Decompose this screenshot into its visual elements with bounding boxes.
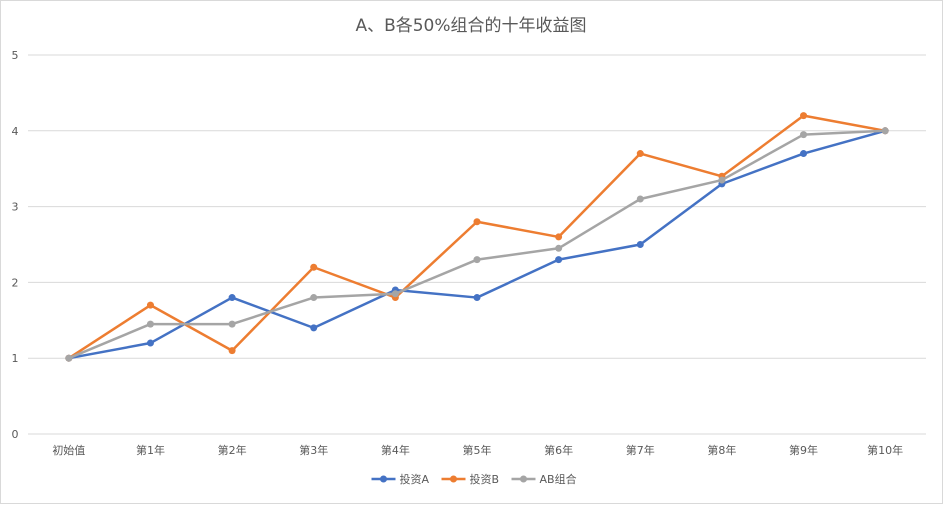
data-point (555, 244, 563, 252)
data-point (800, 112, 808, 120)
data-point (228, 294, 236, 302)
data-point (473, 256, 481, 264)
x-tick-label: 第5年 (463, 443, 492, 457)
data-point (391, 290, 399, 298)
legend-item: 投资A (371, 472, 430, 486)
data-point (310, 294, 318, 302)
data-point (146, 320, 154, 328)
legend-marker (450, 475, 457, 483)
data-point (65, 354, 73, 362)
y-axis-ticks: 0 1 2 3 4 5 (12, 49, 19, 441)
data-point (555, 233, 563, 241)
data-point (636, 241, 644, 248)
x-tick-label: 第9年 (789, 443, 818, 457)
gridlines (28, 54, 926, 435)
legend: 投资A 投资B AB组合 (371, 472, 577, 486)
series-line (68, 129, 886, 360)
legend-marker (520, 475, 527, 483)
y-tick-label: 4 (12, 125, 19, 138)
legend-marker (380, 475, 387, 483)
data-point (800, 131, 808, 139)
x-tick-label: 第1年 (136, 443, 165, 457)
x-tick-label: 第6年 (544, 443, 573, 457)
series-lines (65, 112, 889, 362)
data-point (881, 127, 889, 135)
data-point (228, 320, 236, 328)
data-point (473, 218, 481, 226)
series-3 (65, 127, 889, 362)
y-tick-label: 3 (12, 201, 19, 214)
y-tick-label: 5 (12, 49, 19, 62)
legend-label: 投资B (470, 472, 500, 486)
x-tick-label: 第3年 (299, 443, 328, 457)
data-point (473, 294, 481, 302)
y-tick-label: 0 (12, 428, 19, 441)
x-tick-label: 第4年 (381, 443, 410, 457)
x-tick-label: 第7年 (626, 443, 655, 457)
series-line (68, 114, 886, 360)
data-point (636, 195, 644, 203)
legend-label: 投资A (400, 472, 430, 486)
data-point (146, 301, 154, 309)
data-point (310, 324, 318, 332)
x-tick-label: 第10年 (867, 443, 903, 457)
chart-title: A、B各50%组合的十年收益图 (355, 16, 586, 36)
x-axis-ticks: 初始值 第1年 第2年 第3年 第4年 第5年 第6年 第7年 第8年 第9年 第10年 (52, 443, 903, 457)
y-tick-label: 1 (12, 352, 19, 365)
data-point (228, 347, 236, 355)
data-point (146, 339, 154, 347)
x-tick-label: 初始值 (52, 443, 85, 457)
y-tick-label: 2 (12, 276, 19, 289)
data-point (310, 263, 318, 271)
legend-item: AB组合 (511, 472, 577, 486)
data-point (718, 176, 726, 184)
data-point (800, 150, 808, 158)
x-tick-label: 第8年 (707, 443, 736, 457)
legend-label: AB组合 (540, 472, 577, 486)
data-point (555, 256, 563, 264)
legend-item: 投资B (441, 472, 500, 486)
data-point (636, 150, 644, 158)
x-tick-label: 第2年 (218, 443, 247, 457)
